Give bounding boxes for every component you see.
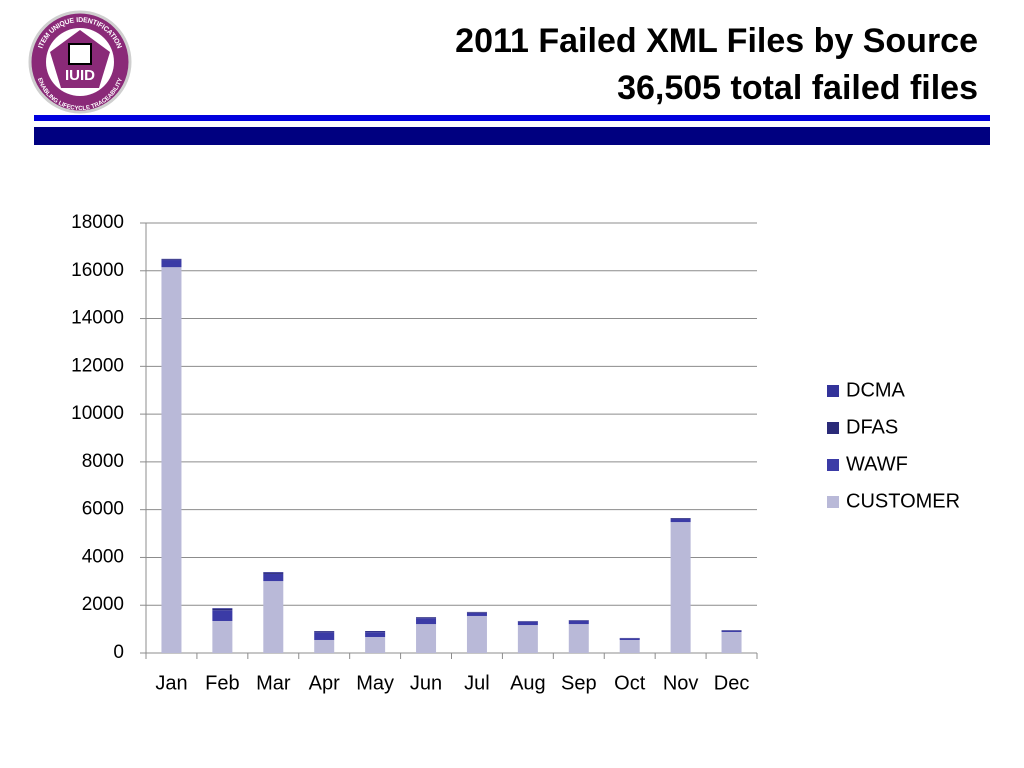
bar-segment (721, 631, 742, 653)
legend-label: WAWF (846, 453, 908, 475)
legend-swatch (827, 459, 839, 471)
x-tick-label: Mar (256, 672, 291, 694)
bar-segment (212, 610, 233, 621)
bar-segment (670, 518, 691, 523)
x-tick-label: Aug (510, 672, 546, 694)
y-tick-label: 2000 (82, 594, 124, 615)
x-tick-label: Jan (155, 672, 187, 694)
bar-segment (314, 639, 335, 653)
chart-title: 2011 Failed XML Files by Source (455, 22, 978, 60)
bar-segment (263, 572, 284, 574)
bar-segment (466, 612, 487, 613)
header-rule (34, 115, 990, 121)
x-tick-label: Feb (205, 672, 239, 694)
bar-segment (161, 267, 182, 653)
bar-segment (670, 518, 691, 519)
bar-segment (568, 624, 589, 653)
bar-segment (466, 615, 487, 653)
x-tick-label: May (356, 672, 394, 694)
legend-swatch (827, 385, 839, 397)
bar-segment (568, 620, 589, 625)
x-tick-label: Nov (663, 672, 699, 694)
legend-label: DFAS (846, 416, 898, 438)
logo: IUID ITEM UNIQUE IDENTIFICATION ENABLING… (28, 10, 132, 114)
y-tick-label: 16000 (71, 260, 124, 281)
bar-segment (517, 621, 538, 626)
bar-segment (212, 608, 233, 609)
bar-segment (670, 522, 691, 653)
bar-segment (416, 624, 437, 653)
bar-segment (212, 608, 233, 611)
y-tick-label: 4000 (82, 546, 124, 567)
legend-label: DCMA (846, 379, 906, 401)
bar-segment (365, 632, 386, 637)
y-tick-label: 18000 (71, 212, 124, 233)
x-tick-label: Oct (614, 672, 646, 694)
logo-code (68, 43, 92, 65)
y-tick-label: 8000 (82, 451, 124, 472)
chart-subtitle: 36,505 total failed files (617, 69, 978, 107)
bar-segment (161, 259, 182, 261)
header-band (34, 127, 990, 145)
bar-segment (619, 638, 640, 640)
y-tick-label: 14000 (71, 308, 124, 329)
bar-segment (365, 631, 386, 633)
bar-segment (517, 625, 538, 653)
y-tick-label: 10000 (71, 403, 124, 424)
y-tick-label: 0 (113, 642, 124, 663)
x-tick-label: Sep (561, 672, 597, 694)
legend-swatch (827, 496, 839, 508)
bar-segment (212, 620, 233, 653)
bar-segment (263, 573, 284, 582)
legend-swatch (827, 422, 839, 434)
bar-segment (365, 636, 386, 653)
x-tick-label: Jun (410, 672, 442, 694)
bar-segment (721, 630, 742, 632)
bar-segment (466, 612, 487, 616)
x-tick-label: Dec (714, 672, 750, 694)
bar-segment (314, 631, 335, 633)
bar-segment (619, 639, 640, 653)
bar-segment (314, 632, 335, 640)
bar-segment (263, 572, 284, 573)
bar-segment (263, 581, 284, 653)
x-tick-label: Apr (309, 672, 340, 694)
bar-segment (161, 260, 182, 268)
bar-segment (416, 617, 437, 619)
logo-center: IUID (65, 67, 95, 84)
x-tick-label: Jul (464, 672, 490, 694)
y-tick-label: 12000 (71, 355, 124, 376)
y-tick-label: 6000 (82, 499, 124, 520)
bar-segment (416, 618, 437, 625)
legend-label: CUSTOMER (846, 490, 960, 512)
